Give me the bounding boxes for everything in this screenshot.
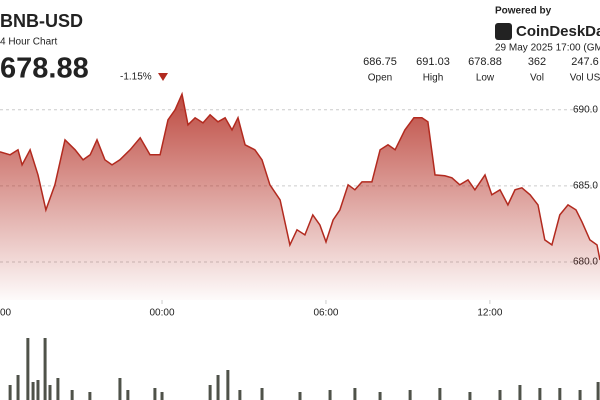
stat-label: Vol US — [570, 73, 600, 84]
stat-value: 686.75 — [363, 56, 397, 68]
stat-value: 362 — [528, 56, 546, 68]
volume-bar — [558, 388, 562, 400]
stat-value: 678.88 — [468, 56, 502, 68]
stat-label: Vol — [530, 73, 544, 84]
y-tick-label: 690.0 — [573, 104, 598, 115]
volume-bar — [36, 380, 40, 400]
volume-bar — [596, 382, 600, 400]
y-tick-label: 685.0 — [573, 181, 598, 192]
volume-bar — [498, 390, 502, 400]
volume-bar — [260, 388, 264, 400]
volume-bar — [408, 390, 412, 400]
volume-bar — [48, 385, 52, 400]
volume-bar — [226, 370, 230, 400]
price-line — [0, 91, 600, 261]
volume-bar — [56, 378, 60, 400]
volume-bar — [216, 375, 220, 400]
volume-bar — [468, 392, 472, 400]
volume-bar — [438, 388, 442, 400]
volume-bar — [126, 390, 130, 400]
stats: 686.75 Open 691.03 High 678.88 Low 362 Vol 247.6… — [363, 56, 600, 84]
subtitle: 4 Hour Chart — [0, 37, 57, 48]
change: -1.15% — [120, 72, 152, 83]
symbol: BNB-USD — [0, 11, 83, 31]
brand: CoinDeskDat — [516, 23, 600, 40]
volume-bar — [16, 375, 20, 400]
volume-bar — [238, 390, 242, 400]
volume-bar — [118, 378, 122, 400]
volume-bar — [378, 392, 382, 400]
x-tick-label: 12:00 — [477, 308, 502, 319]
volume-bar — [298, 392, 302, 400]
volume-bar — [578, 390, 582, 400]
x-tick-label: 00:00 — [150, 308, 175, 319]
x-tick-label: 06:00 — [313, 308, 338, 319]
stat-label: Open — [368, 73, 392, 84]
stat-label: High — [423, 73, 444, 84]
volume-bar — [518, 385, 522, 400]
date: 29 May 2025 17:00 (GM — [495, 43, 600, 54]
volume-bar — [31, 382, 35, 400]
stat-value: 691.03 — [416, 56, 450, 68]
volume-bar — [88, 392, 92, 400]
brand-logo — [495, 23, 512, 40]
volume-bar — [43, 338, 47, 400]
volume-bar — [153, 388, 157, 400]
stat-label: Low — [476, 73, 495, 84]
powered-by: Powered by — [495, 6, 552, 17]
volume-bar — [70, 390, 74, 400]
volume-bar — [353, 388, 357, 400]
price: 678.88 — [0, 53, 89, 85]
x-tick-label: 00 — [0, 308, 12, 319]
volume-bar — [26, 338, 30, 400]
down-arrow — [158, 73, 168, 81]
volume-bar — [8, 385, 12, 400]
stat-value: 247.6 — [571, 56, 599, 68]
volume-bar — [208, 385, 212, 400]
volume-bar — [538, 388, 542, 400]
area-fill — [0, 94, 600, 300]
volume-bar — [160, 392, 164, 400]
volume-bar — [328, 390, 332, 400]
